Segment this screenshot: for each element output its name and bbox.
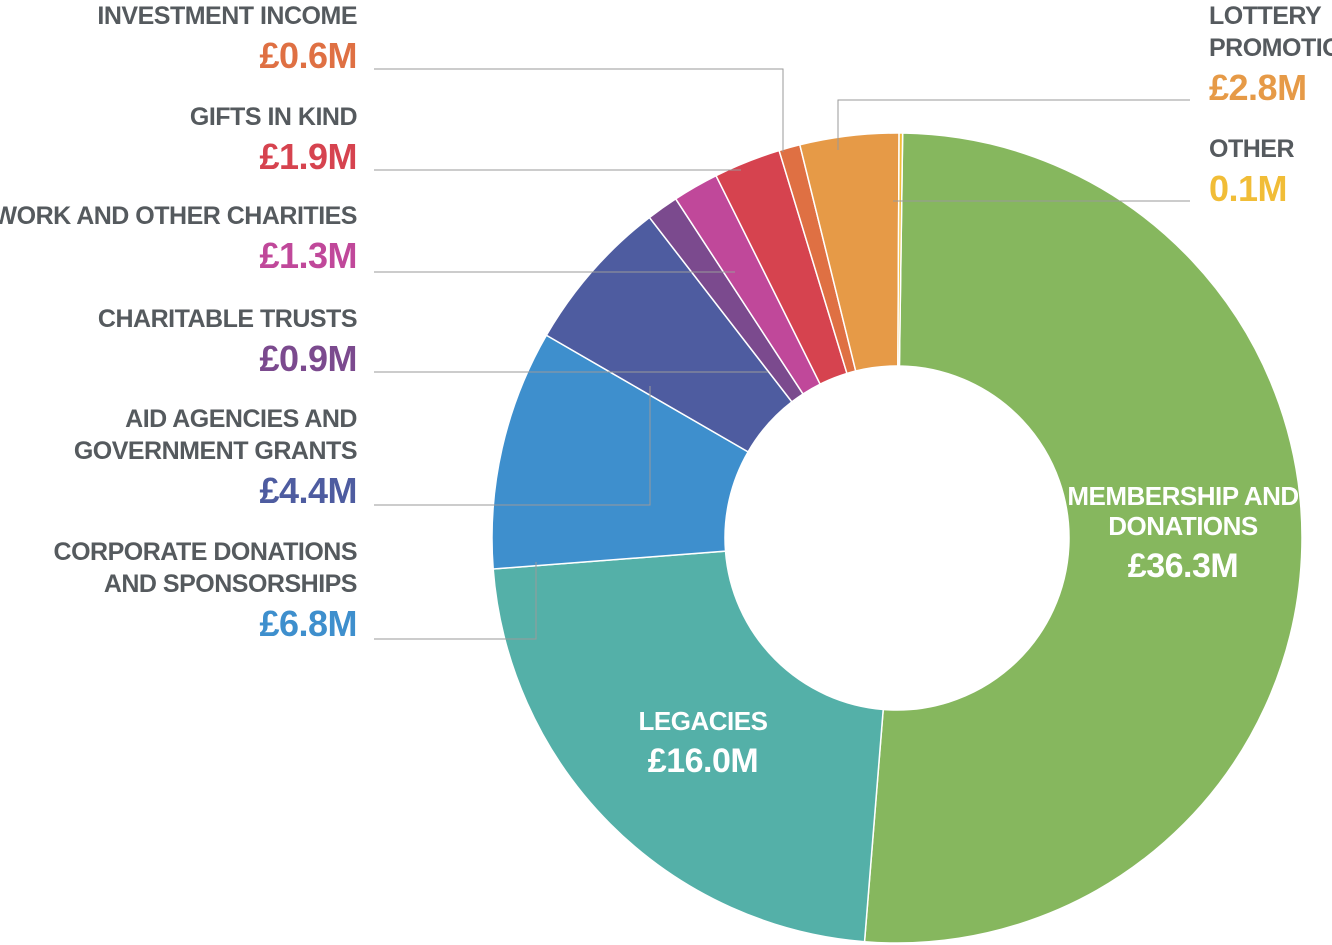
label-investment: INVESTMENT INCOME £0.6M (97, 2, 357, 76)
slice-name-line: PROMOTIONS (1209, 34, 1332, 62)
slice-name-line: MEMBERSHIP AND (1067, 481, 1298, 511)
label-aid: AID AGENCIES AND GOVERNMENT GRANTS £4.4M (74, 405, 358, 511)
slice-name-line: LEGACIES (639, 706, 768, 736)
label-gifts: GIFTS IN KIND £1.9M (190, 103, 358, 177)
slice-corporate (491, 334, 750, 570)
slice-value: £16.0M (648, 742, 758, 780)
slice-name-line: OTHER (1209, 135, 1294, 163)
slice-name-line: INVESTMENT INCOME (97, 2, 357, 30)
slice-legacies (492, 550, 885, 943)
slice-value: £36.3M (1128, 547, 1238, 585)
slice-name-line: CORPORATE DONATIONS (54, 538, 357, 566)
label-corporate: CORPORATE DONATIONS AND SPONSORSHIPS £6.8M (54, 538, 358, 644)
slice-value: £0.6M (259, 35, 357, 76)
donut-slices (491, 132, 1303, 944)
slice-name-line: AID AGENCIES AND (125, 405, 357, 433)
slice-name-line: GIFTS IN KIND (190, 103, 357, 131)
slice-name-line: LOTTERY (1209, 2, 1322, 30)
slice-name-line: GOVERNMENT GRANTS (74, 437, 357, 465)
label-charitable: CHARITABLE TRUSTS £0.9M (98, 305, 358, 379)
slice-name-line: CHARITABLE TRUSTS (98, 305, 357, 333)
label-legacies: LEGACIES £16.0M (639, 706, 769, 780)
slice-value: 0.1M (1209, 168, 1287, 209)
leader-lottery (837, 99, 1190, 150)
leader-aid (374, 386, 651, 506)
slice-membership (863, 132, 1303, 944)
slice-name-line: AND SPONSORSHIPS (104, 570, 357, 598)
label-lottery: LOTTERY PROMOTIONS £2.8M (1209, 2, 1332, 108)
slice-value: £4.4M (259, 470, 357, 511)
slice-value: £1.3M (259, 235, 357, 276)
leader-investment (374, 68, 784, 152)
slice-value: £1.9M (259, 136, 357, 177)
label-wwf: WWF NETWORK AND OTHER CHARITIES £1.3M (0, 202, 358, 276)
slice-value: £2.8M (1209, 67, 1307, 108)
slice-value: £6.8M (259, 603, 357, 644)
slice-other (897, 132, 904, 367)
slice-name-line: WWF NETWORK AND OTHER CHARITIES (0, 202, 357, 230)
leader-lines (374, 68, 1190, 640)
label-other: OTHER 0.1M (1209, 135, 1295, 209)
slice-name-line: DONATIONS (1108, 511, 1258, 541)
leader-corporate (374, 562, 537, 640)
slice-value: £0.9M (259, 338, 357, 379)
